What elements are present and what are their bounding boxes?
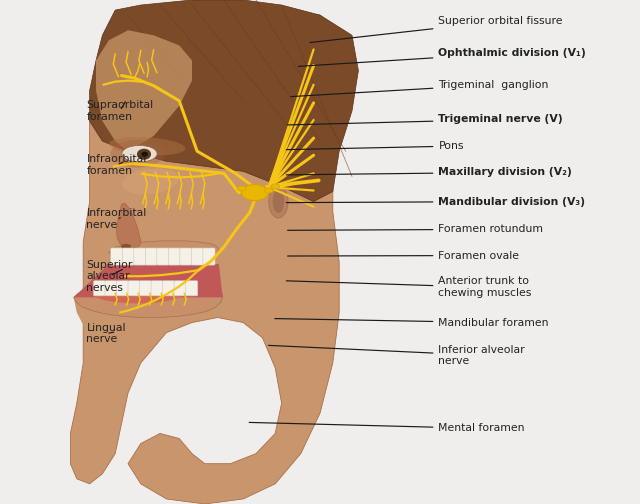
FancyBboxPatch shape bbox=[105, 281, 117, 296]
Polygon shape bbox=[74, 264, 223, 297]
FancyBboxPatch shape bbox=[128, 281, 140, 296]
FancyBboxPatch shape bbox=[116, 281, 129, 296]
Polygon shape bbox=[116, 203, 141, 248]
FancyBboxPatch shape bbox=[93, 281, 106, 296]
Ellipse shape bbox=[264, 188, 273, 193]
FancyBboxPatch shape bbox=[145, 248, 157, 265]
Text: Maxillary division (V₂): Maxillary division (V₂) bbox=[286, 167, 572, 177]
FancyBboxPatch shape bbox=[174, 281, 186, 296]
FancyBboxPatch shape bbox=[203, 248, 215, 265]
Polygon shape bbox=[74, 280, 223, 318]
Ellipse shape bbox=[241, 184, 268, 201]
FancyBboxPatch shape bbox=[180, 248, 192, 265]
Polygon shape bbox=[109, 241, 219, 267]
Text: Ophthalmic division (V₁): Ophthalmic division (V₁) bbox=[298, 48, 586, 67]
FancyBboxPatch shape bbox=[122, 248, 134, 265]
Ellipse shape bbox=[122, 145, 157, 162]
Text: Pons: Pons bbox=[286, 141, 464, 151]
Ellipse shape bbox=[269, 185, 288, 218]
FancyBboxPatch shape bbox=[163, 281, 175, 296]
FancyBboxPatch shape bbox=[157, 248, 169, 265]
Text: Trigeminal nerve (V): Trigeminal nerve (V) bbox=[287, 114, 563, 125]
Polygon shape bbox=[96, 30, 192, 151]
Text: Trigeminal  ganglion: Trigeminal ganglion bbox=[291, 80, 548, 97]
FancyBboxPatch shape bbox=[111, 248, 123, 265]
Polygon shape bbox=[70, 5, 352, 504]
Ellipse shape bbox=[121, 244, 131, 249]
Text: Inferior alveolar
nerve: Inferior alveolar nerve bbox=[268, 345, 525, 366]
Ellipse shape bbox=[273, 191, 284, 213]
Text: Mental foramen: Mental foramen bbox=[249, 422, 525, 433]
Text: Anterior trunk to
chewing muscles: Anterior trunk to chewing muscles bbox=[286, 277, 532, 298]
FancyBboxPatch shape bbox=[151, 281, 163, 296]
Text: Infraorbital
nerve: Infraorbital nerve bbox=[86, 209, 147, 230]
Ellipse shape bbox=[109, 137, 186, 155]
Text: Lingual
nerve: Lingual nerve bbox=[86, 323, 126, 344]
Text: Infraorbital
foramen: Infraorbital foramen bbox=[86, 154, 147, 175]
Text: Superior
alveolar
nerves: Superior alveolar nerves bbox=[86, 260, 132, 293]
Ellipse shape bbox=[93, 283, 182, 303]
Text: Foramen ovale: Foramen ovale bbox=[287, 250, 520, 261]
Ellipse shape bbox=[122, 168, 179, 195]
Text: Supraorbital
foramen: Supraorbital foramen bbox=[86, 100, 154, 121]
FancyBboxPatch shape bbox=[140, 281, 152, 296]
Text: Foramen rotundum: Foramen rotundum bbox=[287, 224, 543, 234]
Ellipse shape bbox=[137, 149, 151, 160]
FancyBboxPatch shape bbox=[168, 248, 180, 265]
Ellipse shape bbox=[237, 186, 246, 191]
Polygon shape bbox=[90, 0, 358, 202]
Ellipse shape bbox=[110, 140, 165, 168]
FancyBboxPatch shape bbox=[134, 248, 146, 265]
FancyBboxPatch shape bbox=[186, 281, 198, 296]
Text: Superior orbital fissure: Superior orbital fissure bbox=[310, 16, 563, 42]
Polygon shape bbox=[74, 297, 109, 350]
Ellipse shape bbox=[271, 184, 280, 189]
Text: Mandibular foramen: Mandibular foramen bbox=[275, 318, 549, 328]
Text: Mandibular division (V₃): Mandibular division (V₃) bbox=[286, 197, 586, 207]
FancyBboxPatch shape bbox=[191, 248, 204, 265]
Ellipse shape bbox=[141, 152, 148, 157]
